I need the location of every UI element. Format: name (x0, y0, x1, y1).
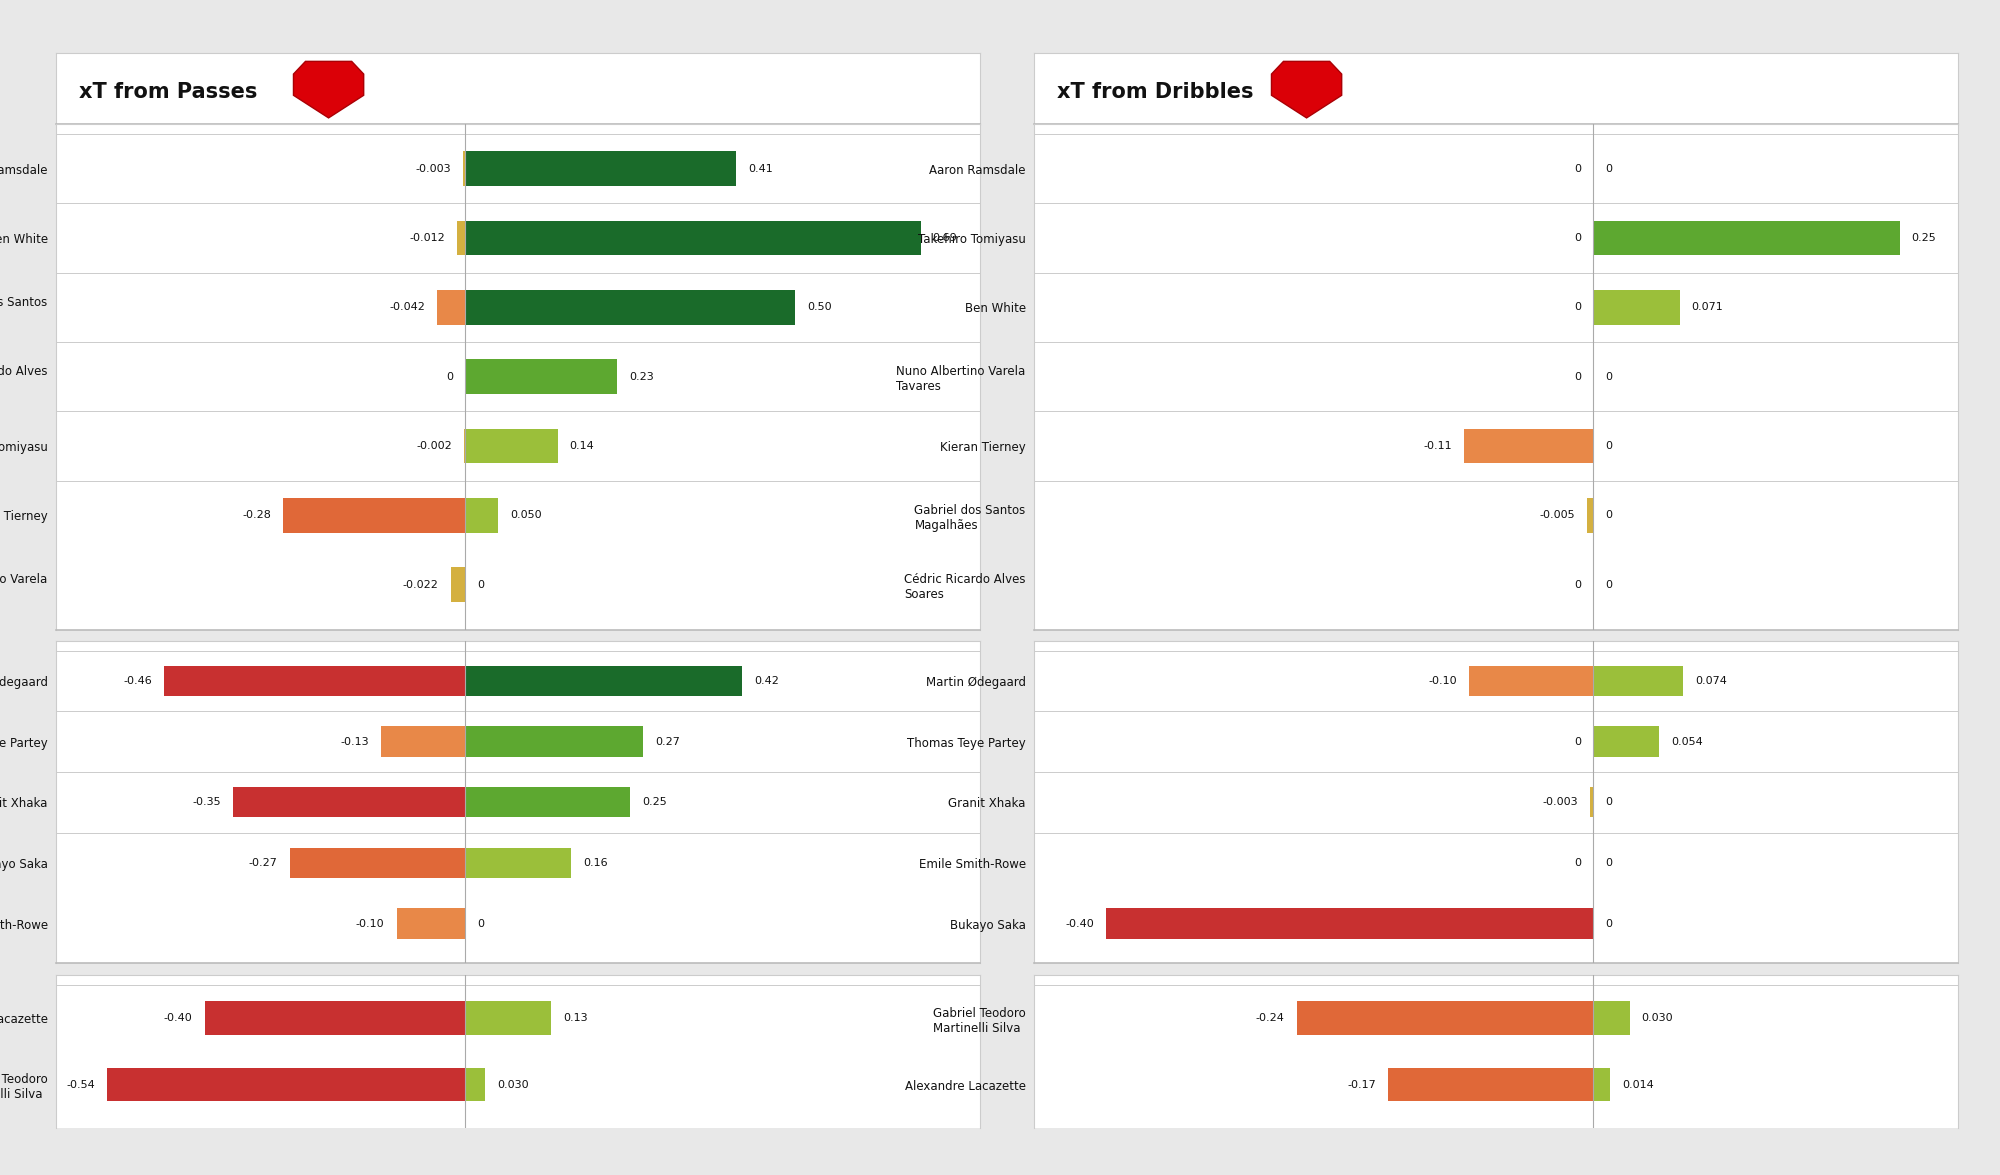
Bar (1594, 1001, 1630, 1035)
Text: 0.42: 0.42 (754, 676, 780, 686)
Bar (466, 1068, 486, 1101)
Bar (396, 908, 466, 939)
Text: 0.41: 0.41 (748, 163, 772, 174)
Text: 0: 0 (1606, 163, 1612, 174)
Bar (1594, 221, 1900, 255)
Text: 0.050: 0.050 (510, 510, 542, 521)
Text: 0.69: 0.69 (932, 233, 958, 243)
Bar (284, 498, 466, 532)
Bar (466, 290, 796, 324)
Polygon shape (1272, 61, 1342, 118)
Text: -0.005: -0.005 (1540, 510, 1576, 521)
Bar (204, 1001, 466, 1035)
Text: xT from Dribbles: xT from Dribbles (1058, 82, 1254, 102)
Text: 0: 0 (1606, 510, 1612, 521)
Bar (466, 1001, 552, 1035)
Polygon shape (294, 61, 364, 118)
Text: 0: 0 (1574, 302, 1582, 313)
Text: 0.25: 0.25 (1912, 233, 1936, 243)
Bar (466, 666, 742, 696)
Bar (466, 726, 644, 757)
Text: -0.003: -0.003 (416, 163, 452, 174)
Bar (1388, 1068, 1594, 1101)
Text: -0.11: -0.11 (1424, 441, 1452, 451)
Bar (1594, 1068, 1610, 1101)
Bar (466, 221, 920, 255)
Text: -0.022: -0.022 (402, 579, 438, 590)
Text: -0.042: -0.042 (390, 302, 426, 313)
Text: 0.14: 0.14 (570, 441, 594, 451)
Text: 0: 0 (1606, 797, 1612, 807)
Text: -0.003: -0.003 (1542, 797, 1578, 807)
Bar (232, 787, 466, 818)
Text: -0.012: -0.012 (410, 233, 446, 243)
Text: 0: 0 (1574, 163, 1582, 174)
Text: -0.10: -0.10 (356, 919, 384, 928)
Text: xT from Passes: xT from Passes (80, 82, 258, 102)
Bar (1594, 726, 1658, 757)
Text: 0: 0 (1574, 371, 1582, 382)
Text: -0.27: -0.27 (248, 858, 278, 868)
Text: 0.16: 0.16 (582, 858, 608, 868)
Bar (466, 847, 570, 878)
Text: 0.030: 0.030 (1642, 1013, 1674, 1023)
Bar (106, 1068, 466, 1101)
Text: 0.50: 0.50 (808, 302, 832, 313)
Text: 0.054: 0.054 (1670, 737, 1702, 746)
Bar (466, 498, 498, 532)
Text: -0.40: -0.40 (164, 1013, 192, 1023)
Text: 0: 0 (1606, 371, 1612, 382)
Text: 0: 0 (1574, 858, 1582, 868)
Bar (458, 221, 466, 255)
Text: -0.002: -0.002 (416, 441, 452, 451)
Bar (466, 152, 736, 186)
Text: 0: 0 (1574, 737, 1582, 746)
Text: 0.074: 0.074 (1696, 676, 1728, 686)
Text: 0: 0 (1606, 919, 1612, 928)
Bar (290, 847, 466, 878)
Text: 0: 0 (1574, 233, 1582, 243)
Bar (438, 290, 466, 324)
Bar (450, 568, 466, 602)
Text: 0.13: 0.13 (564, 1013, 588, 1023)
Text: 0.25: 0.25 (642, 797, 666, 807)
Text: -0.28: -0.28 (242, 510, 272, 521)
Text: -0.24: -0.24 (1256, 1013, 1284, 1023)
Text: 0: 0 (1574, 579, 1582, 590)
Text: 0: 0 (1606, 858, 1612, 868)
Text: 0: 0 (1606, 441, 1612, 451)
Text: -0.13: -0.13 (340, 737, 370, 746)
Text: -0.10: -0.10 (1428, 676, 1458, 686)
Text: 0: 0 (478, 919, 484, 928)
Text: -0.35: -0.35 (192, 797, 220, 807)
Bar (382, 726, 466, 757)
Text: -0.40: -0.40 (1064, 919, 1094, 928)
Text: -0.54: -0.54 (66, 1080, 94, 1089)
Bar (466, 360, 618, 394)
Bar (1590, 787, 1594, 818)
Text: -0.46: -0.46 (124, 676, 152, 686)
Text: 0.23: 0.23 (630, 371, 654, 382)
Bar (1296, 1001, 1594, 1035)
Bar (1470, 666, 1594, 696)
Bar (1106, 908, 1594, 939)
Text: 0.27: 0.27 (656, 737, 680, 746)
Text: 0.030: 0.030 (498, 1080, 528, 1089)
Text: 0: 0 (1606, 579, 1612, 590)
Bar (1594, 666, 1684, 696)
Bar (1594, 290, 1680, 324)
Bar (1588, 498, 1594, 532)
Bar (1464, 429, 1594, 463)
Text: 0.071: 0.071 (1692, 302, 1724, 313)
Text: -0.17: -0.17 (1348, 1080, 1376, 1089)
Text: 0: 0 (478, 579, 484, 590)
Bar (164, 666, 466, 696)
Text: 0: 0 (446, 371, 454, 382)
Bar (466, 787, 630, 818)
Bar (466, 429, 558, 463)
Text: 0.014: 0.014 (1622, 1080, 1654, 1089)
